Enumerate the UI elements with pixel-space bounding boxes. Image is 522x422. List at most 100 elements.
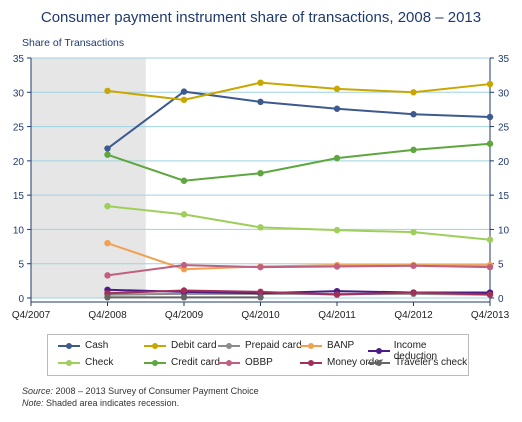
series-line-money-order — [107, 289, 491, 296]
data-point-debit-card — [180, 96, 188, 104]
data-point-cash — [257, 98, 264, 106]
legend-swatch — [300, 358, 322, 368]
legend-swatch — [368, 346, 390, 356]
data-point-traveler-s-check — [257, 294, 264, 301]
legend: Cash Debit card Prepaid card BANP Income ded… — [47, 334, 469, 376]
y-axis-label: Share of Transactions — [22, 37, 125, 49]
source-note: Source: 2008 – 2013 Survey of Consumer P… — [22, 385, 259, 397]
data-point-debit-card — [104, 87, 111, 95]
data-point-debit-card — [410, 89, 417, 96]
legend-label: Credit card — [171, 357, 220, 368]
y-tick-label-right: 30 — [498, 88, 510, 99]
data-point-cash — [104, 145, 111, 152]
legend-swatch — [144, 341, 166, 351]
y-tick-label-right: 5 — [498, 260, 504, 271]
data-point-obbp — [257, 263, 264, 271]
data-point-traveler-s-check — [180, 294, 188, 301]
y-tick-label: 15 — [13, 191, 25, 202]
data-point-obbp — [410, 262, 417, 269]
legend-label: Income deduction — [393, 340, 438, 362]
data-point-cash — [180, 88, 188, 95]
legend-item: Debit card — [144, 340, 217, 351]
legend-label: OBBP — [245, 357, 273, 368]
y-tick-label-right: 10 — [498, 225, 510, 236]
legend-item: Credit card — [144, 357, 220, 368]
data-point-debit-card — [486, 80, 494, 88]
legend-item: OBBP — [218, 357, 273, 368]
data-point-money-order — [410, 289, 417, 296]
x-tick-label: Q4/2012 — [394, 310, 433, 321]
data-point-banp — [104, 239, 111, 247]
data-point-traveler-s-check — [104, 294, 111, 301]
data-point-cash — [333, 105, 341, 112]
legend-swatch — [300, 341, 322, 351]
legend-label: BANP — [327, 340, 355, 351]
data-point-credit-card — [333, 154, 341, 162]
chart-title: Consumer payment instrument share of tra… — [40, 9, 482, 26]
data-point-debit-card — [257, 79, 264, 86]
legend-swatch — [218, 358, 240, 368]
legend-label: Cash — [85, 340, 109, 351]
legend-item: BANP — [300, 340, 354, 351]
data-point-credit-card — [104, 151, 111, 158]
y-tick-label: 5 — [18, 260, 24, 271]
data-point-obbp — [486, 263, 494, 271]
data-point-cash — [410, 111, 417, 118]
x-tick-label: Q4/2011 — [318, 310, 356, 321]
legend-swatch — [144, 358, 166, 368]
recession-note: Note: Shaded area indicates recession. — [22, 397, 259, 409]
source-text: 2008 – 2013 Survey of Consumer Payment C… — [53, 386, 259, 396]
legend-item: Traveler's check — [368, 357, 467, 368]
legend-label: Check — [85, 357, 114, 368]
y-tick-label: 0 — [18, 294, 24, 305]
data-point-credit-card — [410, 146, 417, 154]
legend-item: Check — [58, 357, 113, 368]
y-tick-label-right: 20 — [498, 157, 510, 168]
data-point-check — [410, 228, 417, 236]
legend-swatch — [58, 358, 80, 368]
recession-shading — [31, 58, 146, 298]
source-label: Source: — [22, 386, 54, 396]
legend-label: Debit card — [171, 340, 217, 351]
chart-notes: Source: 2008 – 2013 Survey of Consumer P… — [22, 385, 259, 409]
data-point-check — [257, 224, 264, 231]
x-tick-label: Q4/2013 — [471, 310, 510, 321]
legend-label: Traveler's check — [395, 357, 468, 368]
data-point-check — [333, 226, 341, 234]
data-point-credit-card — [257, 170, 264, 177]
data-point-check — [486, 236, 494, 243]
data-point-money-order — [257, 288, 264, 296]
y-tick-label: 35 — [13, 54, 25, 65]
legend-item: Cash — [58, 340, 108, 351]
y-tick-label: 25 — [13, 123, 25, 134]
legend-item: Money order — [300, 357, 383, 368]
legend-label: Money order — [327, 357, 384, 368]
series-line-credit-card — [107, 142, 491, 182]
series-line-obbp — [107, 264, 491, 277]
y-tick-label-right: 35 — [498, 54, 510, 65]
x-tick-label: Q4/2007 — [12, 310, 51, 321]
y-tick-label: 30 — [13, 88, 25, 99]
data-point-money-order — [180, 287, 188, 294]
line-chart: 0 0 5 5 10 10 15 15 20 20 25 25 30 30 35 35 Q4/2007 Q4/20… — [12, 54, 510, 321]
y-tick-label: 20 — [13, 157, 25, 168]
note-text: Shaded area indicates recession. — [43, 398, 180, 408]
data-point-obbp — [104, 272, 111, 279]
legend-swatch — [218, 341, 240, 351]
legend-swatch — [368, 358, 390, 368]
data-point-debit-card — [333, 85, 341, 93]
data-point-credit-card — [180, 177, 188, 184]
y-tick-label-right: 25 — [498, 123, 510, 134]
data-point-money-order — [333, 291, 341, 298]
note-label: Note: — [22, 398, 44, 408]
legend-label: Prepaid card — [245, 340, 302, 351]
data-point-check — [180, 211, 188, 218]
series-line-debit-card — [107, 81, 491, 101]
legend-item: Income deduction — [368, 340, 468, 362]
y-tick-label-right: 0 — [498, 294, 504, 305]
data-point-obbp — [333, 263, 341, 270]
data-point-check — [104, 202, 111, 210]
series-line-check — [107, 205, 491, 241]
x-tick-label: Q4/2010 — [241, 310, 280, 321]
